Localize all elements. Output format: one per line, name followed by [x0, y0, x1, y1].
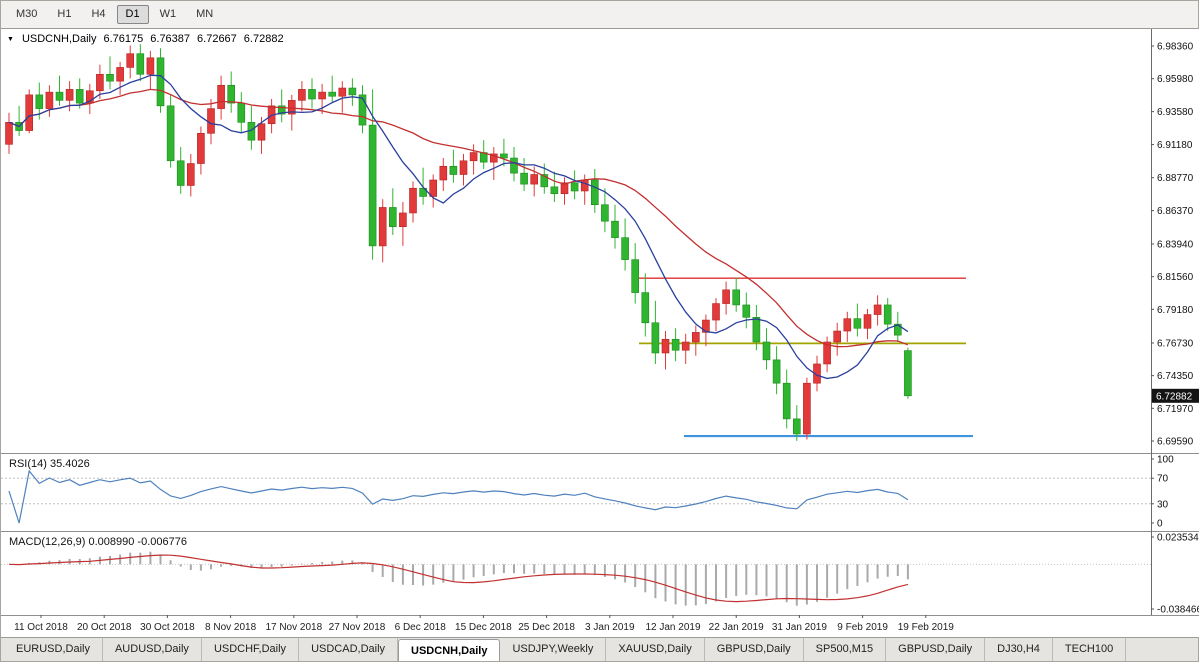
- date-axis-label: 27 Nov 2018: [329, 622, 386, 633]
- date-axis-label: 9 Feb 2019: [837, 622, 888, 633]
- price-axis-label: 6.69590: [1157, 437, 1194, 448]
- price-axis-label: 6.81560: [1157, 272, 1194, 283]
- timeframe-button-m30[interactable]: M30: [16, 8, 38, 20]
- timeframe-button-w1[interactable]: W1: [159, 8, 177, 20]
- chart-region[interactable]: 6.98360 6.95980 6.93580 6.91180 6.88770 6.863…: [1, 29, 1199, 637]
- chart-caret-icon[interactable]: ▼: [7, 35, 14, 43]
- timeframe-button-h4[interactable]: H4: [91, 8, 106, 20]
- date-axis-label: 11 Oct 2018: [14, 622, 68, 633]
- date-axis-label: 12 Jan 2019: [645, 622, 700, 633]
- rsi-line: [8, 469, 909, 524]
- price-axis-label: 6.98360: [1157, 42, 1194, 53]
- price-axis-label: 6.76730: [1157, 338, 1194, 349]
- macd-label: MACD(12,26,9) 0.008990 -0.006776: [9, 536, 187, 548]
- chart-tab-usdjpy-weekly[interactable]: USDJPY,Weekly: [500, 638, 607, 661]
- date-axis-label: 15 Dec 2018: [455, 622, 512, 633]
- date-axis-label: 6 Dec 2018: [395, 622, 447, 633]
- ma-fast-line: [8, 74, 909, 380]
- rsi-axis-label: 100: [1157, 455, 1174, 466]
- date-axis-label: 20 Oct 2018: [77, 622, 132, 633]
- ma-slow-line: [8, 88, 909, 348]
- chart-tab-usdchf-daily[interactable]: USDCHF,Daily: [202, 638, 300, 661]
- timeframe-button-mn[interactable]: MN: [196, 8, 214, 20]
- chart-tab-gbpusd-daily[interactable]: GBPUSD,Daily: [886, 638, 986, 661]
- date-axis-label: 22 Jan 2019: [709, 622, 764, 633]
- ohlc-open: 6.76175: [103, 33, 144, 45]
- chart-tab-tech100[interactable]: TECH100: [1053, 638, 1127, 661]
- date-axis-label: 31 Jan 2019: [772, 622, 827, 633]
- chart-tab-audusd-daily[interactable]: AUDUSD,Daily: [103, 638, 202, 661]
- price-axis-label: 6.86370: [1157, 206, 1194, 217]
- date-axis-label: 25 Dec 2018: [518, 622, 575, 633]
- date-axis-label: 8 Nov 2018: [205, 622, 257, 633]
- chart-tab-eurusd-daily[interactable]: EURUSD,Daily: [4, 638, 103, 661]
- chart-tab-xauusd-daily[interactable]: XAUUSD,Daily: [606, 638, 705, 661]
- price-axis-label: 6.74350: [1157, 371, 1194, 382]
- rsi-axis-label: 70: [1157, 474, 1169, 485]
- date-axis-label: 3 Jan 2019: [585, 622, 635, 633]
- chart-canvas[interactable]: 6.98360 6.95980 6.93580 6.91180 6.88770 6.863…: [1, 29, 1199, 637]
- timeframe-toolbar: M30 H1 H4 D1 W1 MN: [1, 1, 1198, 29]
- chart-tab-usdcnh-daily[interactable]: USDCNH,Daily: [398, 639, 501, 661]
- macd-signal-line: [8, 554, 909, 603]
- chart-tab-usdcad-daily[interactable]: USDCAD,Daily: [299, 638, 399, 661]
- date-axis-label: 19 Feb 2019: [898, 622, 955, 633]
- ohlc-close: 6.72882: [243, 33, 284, 45]
- current-price-badge-text: 6.72882: [1156, 391, 1193, 402]
- price-axis-label: 6.91180: [1157, 140, 1193, 151]
- rsi-label: RSI(14) 35.4026: [9, 458, 90, 470]
- rsi-axis-label: 30: [1157, 499, 1169, 510]
- date-axis-label: 30 Oct 2018: [140, 622, 195, 633]
- timeframe-button-h1[interactable]: H1: [57, 8, 72, 20]
- rsi-axis-label: 0: [1157, 519, 1163, 530]
- current-price-badge: [1152, 388, 1199, 403]
- price-axis-label: 6.88770: [1157, 173, 1194, 184]
- price-axis-label: 6.83940: [1157, 239, 1194, 250]
- chart-tab-gbpusd-daily[interactable]: GBPUSD,Daily: [705, 638, 804, 661]
- timeframe-button-d1[interactable]: D1: [116, 5, 149, 24]
- chart-tab-sp500-m15[interactable]: SP500,M15: [804, 638, 887, 661]
- chart-tab-dj30-h4[interactable]: DJ30,H4: [985, 638, 1053, 661]
- chart-tabbar: EURUSD,Daily AUDUSD,Daily USDCHF,Daily USDC…: [1, 637, 1198, 661]
- macd-axis-label: 0.023534: [1157, 533, 1199, 544]
- macd-histogram: [18, 551, 909, 606]
- chart-info-line: ▼ USDCNH,Daily 6.76175 6.76387 6.72667 6…: [7, 33, 284, 45]
- price-axis-label: 6.95980: [1157, 74, 1194, 85]
- ohlc-high: 6.76387: [150, 33, 191, 45]
- price-axis-label: 6.93580: [1157, 107, 1194, 118]
- price-axis-label: 6.71970: [1157, 404, 1194, 415]
- date-axis-label: 17 Nov 2018: [265, 622, 322, 633]
- chart-symbol-label: USDCNH,Daily: [21, 33, 97, 45]
- macd-axis-label: -0.038466: [1157, 605, 1199, 616]
- ohlc-low: 6.72667: [197, 33, 237, 45]
- price-axis-label: 6.79180: [1157, 305, 1194, 316]
